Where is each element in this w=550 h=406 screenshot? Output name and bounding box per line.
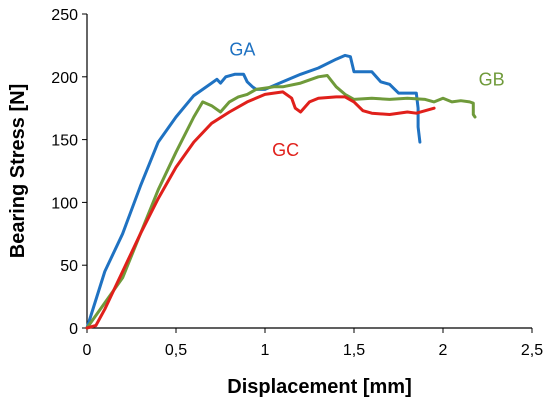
- series-line-ga: [85, 53, 422, 330]
- y-tick-label: 250: [51, 7, 78, 24]
- series-lines: [85, 53, 477, 330]
- y-tick-label: 0: [69, 321, 78, 338]
- series-label-ga: GA: [229, 39, 255, 59]
- y-tick-label: 200: [51, 70, 78, 87]
- series-line-gc: [85, 90, 436, 330]
- x-axis-title: Displacement [mm]: [227, 376, 412, 398]
- x-tick-label: 2: [439, 342, 448, 359]
- x-tick-labels: 0 0,5 1 1,5 2 2,5: [83, 342, 544, 359]
- y-tick-label: 150: [51, 133, 78, 150]
- series-labels: GA GB GC: [229, 39, 504, 159]
- x-tick-label: 1: [261, 342, 270, 359]
- x-tick-label: 1,5: [343, 342, 365, 359]
- axis-ticks: [82, 13, 533, 333]
- x-tick-label: 0: [83, 342, 92, 359]
- y-axis-title: Bearing Stress [N]: [7, 84, 29, 259]
- x-tick-label: 0,5: [165, 342, 187, 359]
- series-line-gb: [85, 74, 477, 330]
- series-label-gc: GC: [272, 140, 299, 160]
- y-tick-label: 100: [51, 195, 78, 212]
- y-tick-label: 50: [60, 258, 78, 275]
- x-tick-label: 2,5: [521, 342, 543, 359]
- series-label-gb: GB: [479, 70, 505, 90]
- y-tick-labels: 0 50 100 150 200 250: [51, 7, 78, 338]
